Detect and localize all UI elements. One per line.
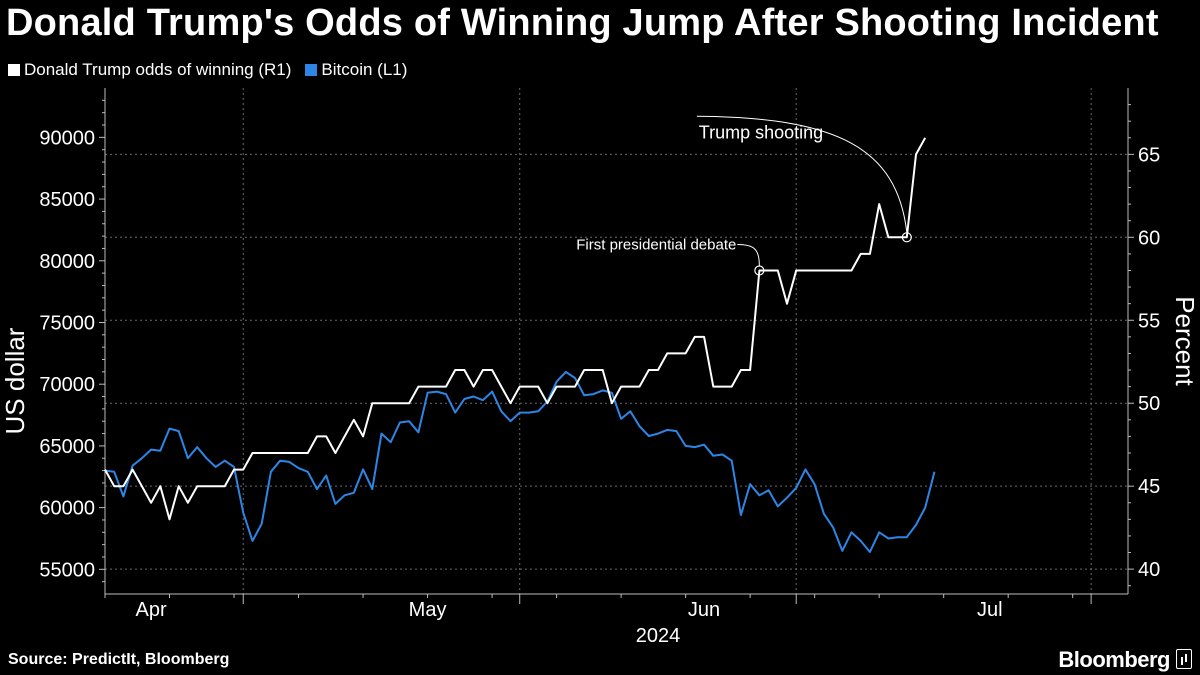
left-tick-label: 85000 (39, 189, 95, 211)
left-tick-label: 70000 (39, 374, 95, 396)
chart-title: Donald Trump's Odds of Winning Jump Afte… (6, 2, 1159, 44)
left-tick-label: 90000 (39, 127, 95, 149)
right-tick-label: 65 (1138, 144, 1160, 166)
right-tick-label: 40 (1138, 559, 1160, 581)
shooting-annotation-label: Trump shooting (699, 122, 823, 142)
left-axis-title: US dollar (0, 327, 30, 434)
trump-odds-line (104, 137, 927, 521)
left-tick-label: 60000 (39, 498, 95, 520)
shooting-leader-line (696, 115, 908, 233)
bloomberg-chart-icon (1176, 649, 1192, 669)
x-tick-label: Jun (688, 599, 720, 621)
debate-annotation-label: First presidential debate (576, 236, 736, 253)
right-tick-label: 60 (1138, 227, 1160, 249)
left-tick-label: 65000 (39, 436, 95, 458)
x-tick-label: May (409, 599, 447, 621)
legend-swatch-bitcoin (305, 64, 318, 76)
right-tick-label: 55 (1138, 310, 1160, 332)
debate-marker (754, 265, 765, 276)
bloomberg-logo: Bloomberg (1058, 647, 1170, 672)
right-axis-title: Percent (1170, 296, 1200, 386)
left-tick-label: 75000 (39, 312, 95, 334)
x-tick-label: Apr (136, 599, 167, 621)
x-tick-label: Jul (977, 599, 1003, 621)
source-note: Source: PredictIt, Bloomberg (8, 651, 230, 668)
right-tick-label: 45 (1138, 476, 1160, 498)
legend-swatch-trump (8, 64, 20, 76)
legend: Donald Trump odds of winning (R1) Bitcoi… (8, 60, 407, 80)
left-tick-label: 55000 (39, 559, 95, 581)
debate-leader-line (737, 243, 760, 266)
right-tick-label: 50 (1138, 393, 1160, 415)
legend-label-bitcoin: Bitcoin (L1) (321, 60, 408, 79)
legend-label-trump: Donald Trump odds of winning (R1) (24, 60, 292, 79)
shooting-marker (901, 232, 912, 243)
legend-item-trump: Donald Trump odds of winning (R1) (8, 60, 291, 80)
left-tick-label: 80000 (39, 251, 95, 273)
bitcoin-line (104, 370, 936, 553)
legend-item-bitcoin: Bitcoin (L1) (305, 60, 407, 80)
x-axis-title: 2024 (636, 625, 681, 647)
